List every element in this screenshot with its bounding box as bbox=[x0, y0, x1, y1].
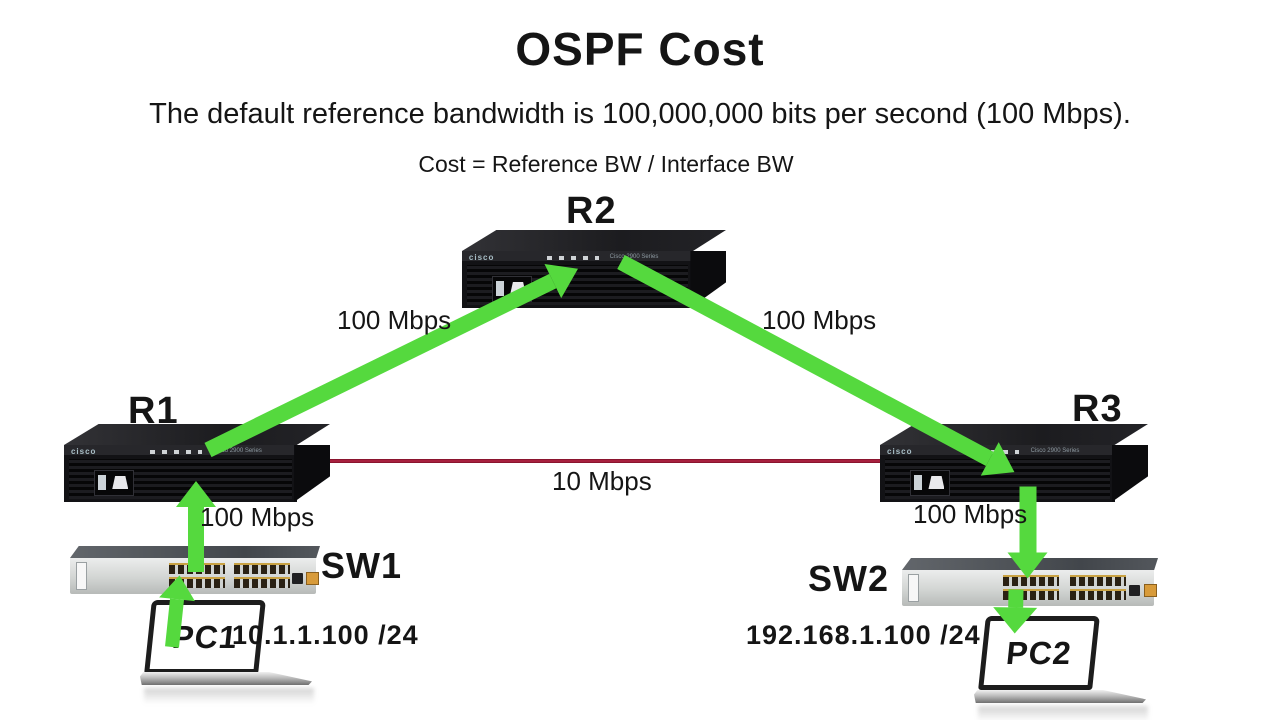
router-top-face bbox=[64, 424, 330, 445]
arrowhead-icon bbox=[993, 607, 1038, 634]
link-r3-sw2-label: 100 Mbps bbox=[913, 499, 1028, 529]
switch-top-face bbox=[902, 558, 1158, 570]
laptop-base bbox=[140, 672, 312, 685]
cisco-logo: cisco bbox=[70, 447, 97, 456]
link-arrow-r2-to-r3 bbox=[617, 254, 1024, 489]
router-series-text: Cisco 2900 Series bbox=[213, 448, 262, 454]
switch-badge bbox=[306, 572, 320, 585]
formula-text: Cost = Reference BW / Interface BW bbox=[418, 151, 794, 177]
router-r1-label: R1 bbox=[128, 390, 179, 432]
page-title: OSPF Cost bbox=[515, 23, 765, 75]
cisco-logo: cisco bbox=[468, 253, 495, 262]
port-group bbox=[233, 563, 290, 590]
port-row bbox=[1069, 589, 1126, 600]
power-inlet-icon bbox=[910, 470, 951, 496]
router-series-text: Cisco 2900 Series bbox=[1030, 448, 1080, 454]
switch-sw1-label: SW1 bbox=[321, 545, 403, 586]
router-front-face: cisco Cisco 2900 Series bbox=[880, 445, 1115, 502]
router-top-face bbox=[462, 230, 726, 251]
router-r2-label: R2 bbox=[566, 190, 617, 232]
router-series-text: Cisco 2900 Series bbox=[609, 254, 659, 260]
laptop-pc2: PC2 bbox=[974, 612, 1164, 720]
link-arrow-sw2-to-pc2 bbox=[993, 589, 1038, 634]
port-row bbox=[233, 563, 290, 574]
link-arrow-r1-to-r2 bbox=[204, 251, 587, 458]
link-sw1-r1-label: 100 Mbps bbox=[200, 502, 315, 532]
switch-badge bbox=[1144, 584, 1158, 597]
switch-sw2-label: SW2 bbox=[808, 558, 890, 599]
pc2-ip-label: 192.168.1.100 /24 bbox=[746, 620, 981, 650]
link-r2-r3-label: 100 Mbps bbox=[762, 305, 877, 335]
port-row bbox=[1069, 575, 1126, 586]
port-row bbox=[233, 577, 290, 588]
link-r1-r2-label: 100 Mbps bbox=[337, 305, 452, 335]
router-r3-label: R3 bbox=[1072, 388, 1123, 430]
port-row bbox=[1002, 589, 1059, 600]
router-led-row bbox=[547, 256, 600, 260]
subtitle-text: The default reference bandwidth is 100,0… bbox=[149, 98, 1131, 130]
laptop-base bbox=[974, 690, 1146, 703]
link-r1-r3-label: 10 Mbps bbox=[552, 466, 652, 496]
switch-front-face bbox=[902, 570, 1158, 606]
arrowhead-icon bbox=[1008, 552, 1048, 579]
switch-id-sticker bbox=[76, 562, 88, 590]
router-r1: cisco Cisco 2900 Series bbox=[64, 424, 330, 502]
port-row bbox=[1002, 575, 1059, 586]
pc1-ip-label: 10.1.1.100 /24 bbox=[232, 620, 419, 650]
port-group bbox=[1069, 575, 1126, 602]
cisco-logo: cisco bbox=[887, 447, 913, 456]
laptop-pc1: PC1 bbox=[140, 598, 330, 704]
link-r1-r3-line bbox=[329, 459, 886, 463]
router-side-face bbox=[294, 445, 330, 502]
router-side-face bbox=[1111, 445, 1148, 502]
port-group bbox=[1002, 575, 1059, 602]
power-inlet-icon bbox=[94, 470, 135, 496]
laptop-pc2-label: PC2 bbox=[1004, 634, 1074, 671]
switch-id-sticker bbox=[908, 574, 920, 602]
port-row bbox=[168, 577, 225, 588]
laptop-reflection bbox=[978, 706, 1148, 720]
arrowhead-icon bbox=[159, 573, 198, 602]
router-led-row bbox=[150, 450, 203, 454]
switch-sw2 bbox=[902, 558, 1158, 607]
router-front-face: cisco Cisco 2900 Series bbox=[64, 445, 297, 502]
laptop-reflection bbox=[144, 688, 314, 704]
